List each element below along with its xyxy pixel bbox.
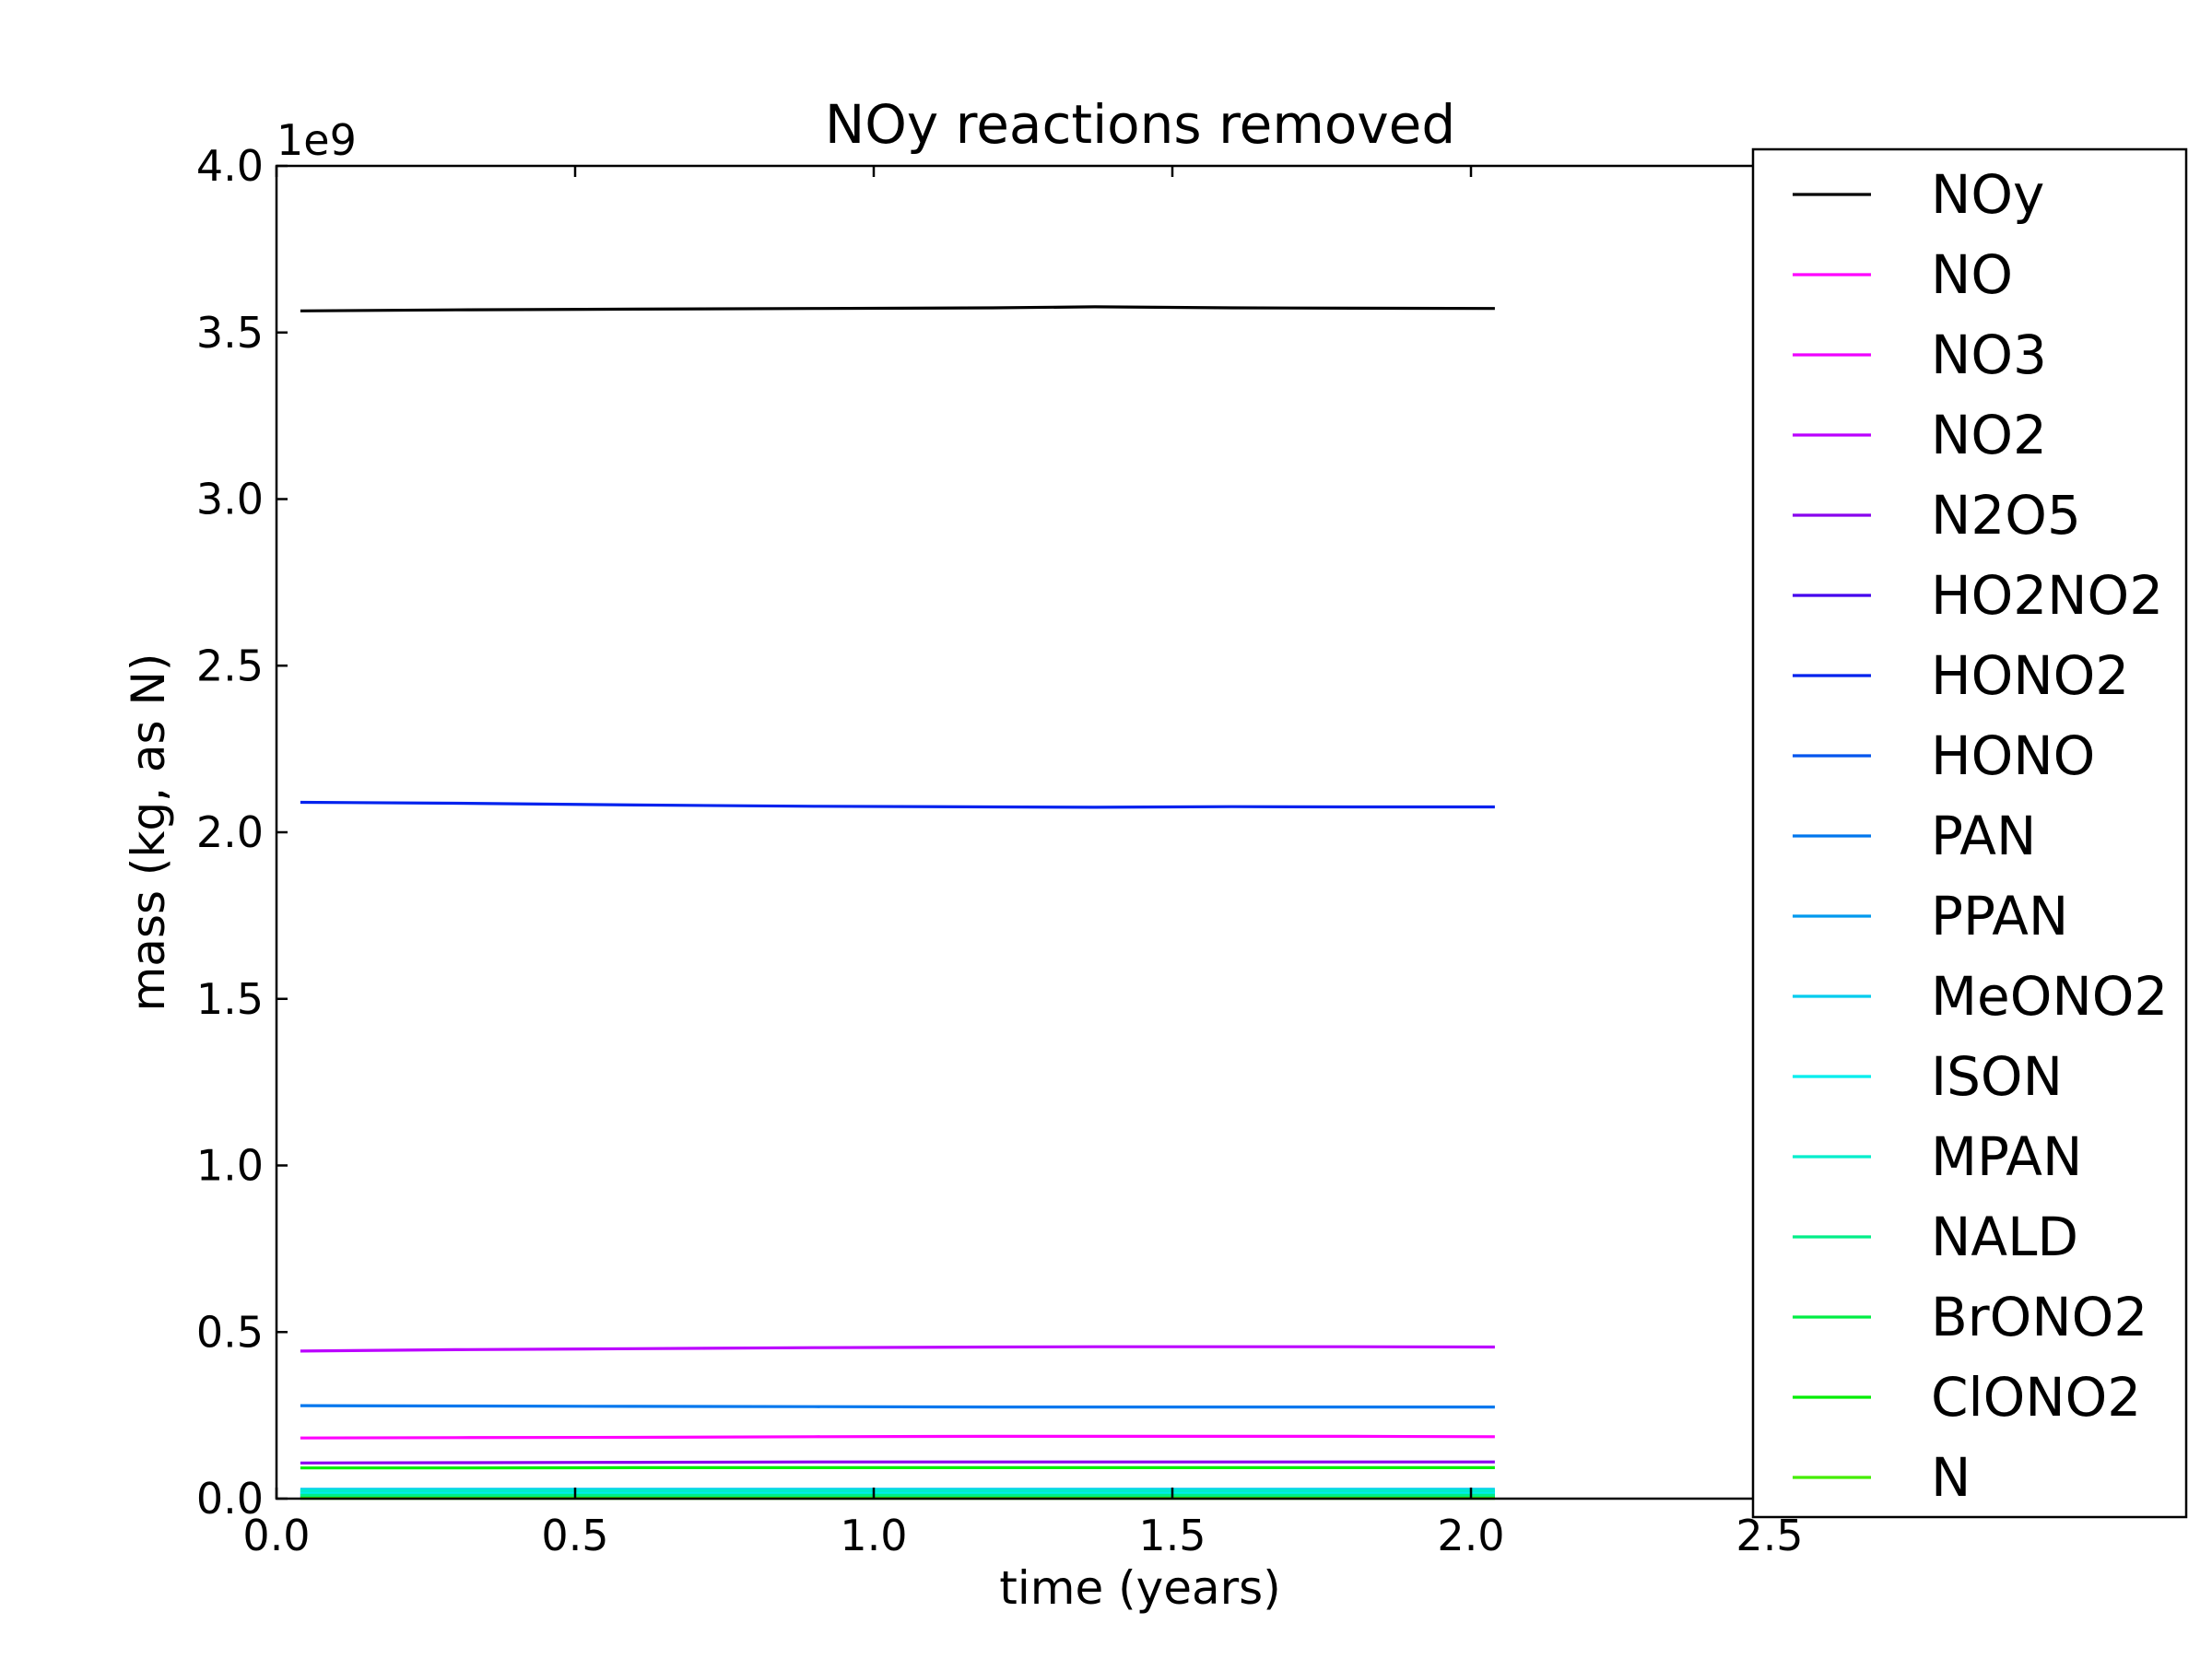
y-tick-label: 0.0 [196, 1474, 264, 1524]
y-tick-label: 3.5 [196, 308, 264, 358]
y-tick-label: 0.5 [196, 1307, 264, 1357]
x-tick-label: 1.0 [840, 1511, 907, 1560]
x-tick-label: 2.0 [1437, 1511, 1504, 1560]
legend-label-n: N [1931, 1446, 1971, 1509]
legend-frame [1751, 147, 2188, 1519]
series-line-no [300, 1434, 1495, 1440]
legend-label-clono2: ClONO2 [1931, 1366, 2141, 1429]
x-tick-label: 1.5 [1138, 1511, 1206, 1560]
y-axis-ticks: 0.0 0.5 1.0 1.5 2.0 2.5 3.0 3.5 4.0 [196, 141, 1770, 1524]
y-axis-label: mass (kg, as N) [122, 653, 175, 1012]
legend-label-brono2: BrONO2 [1931, 1286, 2147, 1348]
legend-label-hono: HONO [1931, 724, 2095, 787]
x-axis-label: time (years) [999, 1561, 1280, 1615]
x-axis-ticks: 0.0 0.5 1.0 1.5 2.0 2.5 [242, 166, 1804, 1560]
chart-title: NOy reactions removed [825, 93, 1455, 156]
legend-label-meono2: MeONO2 [1931, 965, 2168, 1028]
legend-label-n2o5: N2O5 [1931, 484, 2081, 547]
series-line-hono2 [300, 800, 1495, 809]
legend-label-no2: NO2 [1931, 404, 2047, 466]
y-tick-label: 1.0 [196, 1141, 264, 1191]
series-line-no2 [300, 1345, 1495, 1353]
x-tick-label: 0.0 [242, 1511, 310, 1560]
y-tick-label: 2.0 [196, 807, 264, 857]
y-tick-label: 4.0 [196, 141, 264, 191]
legend-label-mpan: MPAN [1931, 1125, 2082, 1188]
legend-label-noy: NOy [1931, 163, 2044, 226]
legend-label-no3: NO3 [1931, 324, 2047, 386]
x-tick-label: 2.5 [1735, 1511, 1803, 1560]
legend-label-no: NO [1931, 243, 2013, 306]
series-line-n2o5 [300, 1460, 1495, 1465]
legend-label-nald: NALD [1931, 1206, 2078, 1268]
legend-label-ppan: PPAN [1931, 885, 2068, 947]
y-axis-scale-label: 1e9 [276, 115, 357, 165]
x-tick-label: 0.5 [541, 1511, 608, 1560]
legend-label-pan: PAN [1931, 805, 2036, 867]
legend: NOy NO NO3 NO2 N2O5 HO2NO2 HONO2 HONO PAN PPAN MeO… [1751, 147, 2188, 1519]
y-tick-label: 1.5 [196, 974, 264, 1024]
y-tick-label: 3.0 [196, 475, 264, 524]
legend-label-ison: ISON [1931, 1045, 2063, 1108]
y-tick-label: 2.5 [196, 641, 264, 690]
series-line-pan [300, 1404, 1495, 1409]
series-line-noy [300, 305, 1495, 312]
legend-label-ho2no2: HO2NO2 [1931, 564, 2163, 627]
legend-label-hono2: HONO2 [1931, 644, 2129, 707]
